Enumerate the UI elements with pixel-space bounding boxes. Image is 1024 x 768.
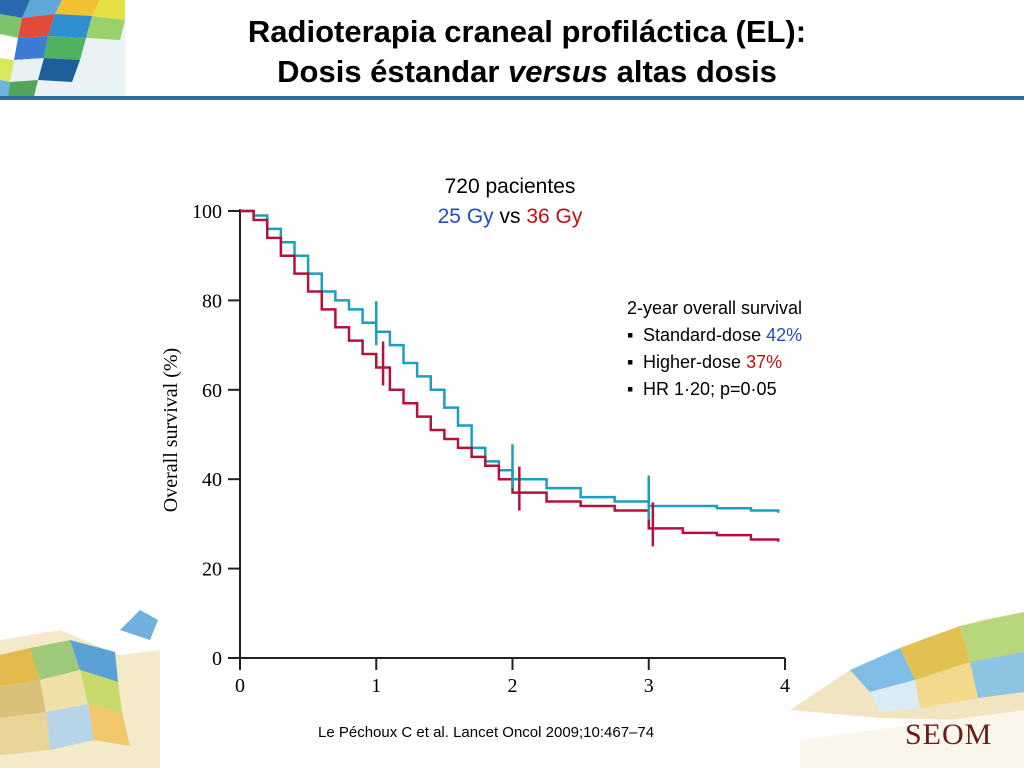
- legend-item-higher: Higher-dose 37%: [627, 349, 802, 376]
- x-tick-label: 1: [371, 675, 381, 697]
- x-tick-label: 2: [508, 675, 518, 697]
- patients-count: 720 pacientes: [444, 175, 576, 198]
- survival-curve-standard: [240, 209, 780, 513]
- title-line2-versus: versus: [508, 54, 608, 89]
- legend-item-hr: HR 1·20; p=0·05: [627, 376, 802, 403]
- y-axis-label: Overall survival (%): [160, 348, 182, 512]
- dose-high: 36 Gy: [526, 205, 583, 228]
- mosaic-footer-decoration: [0, 610, 1024, 768]
- slide-title-line1: Radioterapia craneal profiláctica (EL):: [247, 14, 807, 49]
- chart-header: 720 pacientes 25 Gy vs 36 Gy: [400, 172, 620, 232]
- y-tick-label: 0: [212, 648, 222, 670]
- y-tick-label: 80: [202, 290, 222, 312]
- seom-logo: SEOM: [905, 718, 993, 751]
- legend-item-higher-label: Higher-dose: [643, 352, 747, 372]
- chart-axes: 0 20 40 60 80 100 0 1 2 3 4: [192, 201, 790, 697]
- y-tick-label: 20: [202, 559, 222, 581]
- legend-item-higher-value: 37%: [746, 352, 783, 372]
- y-tick-label: 40: [202, 469, 222, 491]
- dose-vs: vs: [493, 205, 527, 228]
- y-tick-label: 100: [192, 201, 222, 223]
- citation: Le Péchoux C et al. Lancet Oncol 2009;10…: [318, 724, 655, 741]
- chart-series: [240, 209, 780, 542]
- legend-item-standard: Standard-dose 42%: [627, 322, 802, 349]
- survival-curve-higher: [240, 209, 780, 542]
- x-tick-label: 3: [644, 675, 654, 697]
- dose-comparison: 25 Gy vs 36 Gy: [400, 202, 620, 232]
- title-line2-part-c: altas dosis: [607, 54, 777, 89]
- slide-title-line2: Dosis éstandar versus altas dosis: [130, 52, 924, 92]
- x-tick-label: 4: [780, 675, 790, 697]
- slide-title: Radioterapia craneal profiláctica (EL): …: [130, 12, 924, 92]
- dose-standard: 25 Gy: [437, 205, 494, 228]
- y-tick-label: 60: [202, 380, 222, 402]
- title-divider: [0, 96, 1024, 100]
- x-tick-label: 0: [235, 675, 245, 697]
- legend-heading: 2-year overall survival: [627, 298, 803, 318]
- mosaic-logo-decoration: [0, 0, 125, 96]
- title-line2-part-a: Dosis éstandar: [277, 54, 509, 89]
- legend-item-standard-label: Standard-dose: [643, 325, 767, 345]
- chart-legend: 2-year overall survival Standard-dose 42…: [627, 295, 802, 403]
- legend-item-standard-value: 42%: [766, 325, 803, 345]
- chart-markers: [375, 301, 655, 547]
